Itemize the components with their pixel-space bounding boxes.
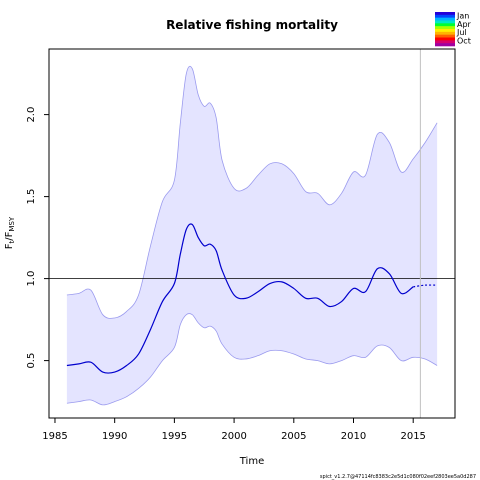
version-footer: spict_v1.2.7@47114fc8383c2e5d1c080f02eef… (320, 474, 476, 480)
legend-color-swatch (435, 29, 455, 33)
x-axis-title: Time (239, 456, 264, 467)
y-tick-label: 1.0 (26, 271, 37, 287)
legend-color-swatch (435, 40, 455, 44)
estimate-line (66, 223, 414, 374)
y-tick-label: 2.0 (26, 107, 37, 123)
legend-label: Jan (456, 12, 469, 21)
y-axis-title: Ft/FMSY (4, 216, 16, 249)
legend-label: Oct (457, 37, 471, 46)
legend-color-swatch (435, 23, 455, 27)
x-tick-label: 1990 (102, 431, 127, 442)
y-tick-label: 1.5 (26, 189, 37, 205)
x-tick-label: 1995 (162, 431, 187, 442)
legend-color-swatch (435, 14, 455, 18)
x-axis: 1985 1990 1995 2000 2005 2010 2015 (42, 418, 426, 442)
legend-label: Jul (456, 28, 467, 37)
chart-title: Relative fishing mortality (166, 18, 338, 32)
estimate-line-prediction (413, 284, 438, 288)
x-tick-label: 2010 (341, 431, 366, 442)
x-tick-label: 2005 (281, 431, 306, 442)
confidence-lower-edge (66, 313, 438, 406)
y-tick-label: 0.5 (26, 353, 37, 369)
legend-color-swatch (435, 34, 455, 38)
confidence-band (66, 66, 438, 405)
legend-color-swatch (435, 43, 455, 47)
legend-color-swatch (435, 31, 455, 35)
legend-color-swatch (435, 12, 455, 16)
plot-frame (48, 48, 456, 419)
legend-color-swatch (435, 17, 455, 21)
x-tick-label: 2000 (221, 431, 246, 442)
y-axis: 0.5 1.0 1.5 2.0 (26, 107, 49, 369)
legend-color-swatch (435, 26, 455, 30)
x-tick-label: 1985 (42, 431, 67, 442)
confidence-upper-edge (66, 65, 438, 319)
legend-color-swatch (435, 20, 455, 24)
legend-color-swatch (435, 37, 455, 41)
plot-area (49, 49, 455, 418)
x-tick-label: 2015 (400, 431, 425, 442)
legend-label: Apr (457, 20, 472, 29)
